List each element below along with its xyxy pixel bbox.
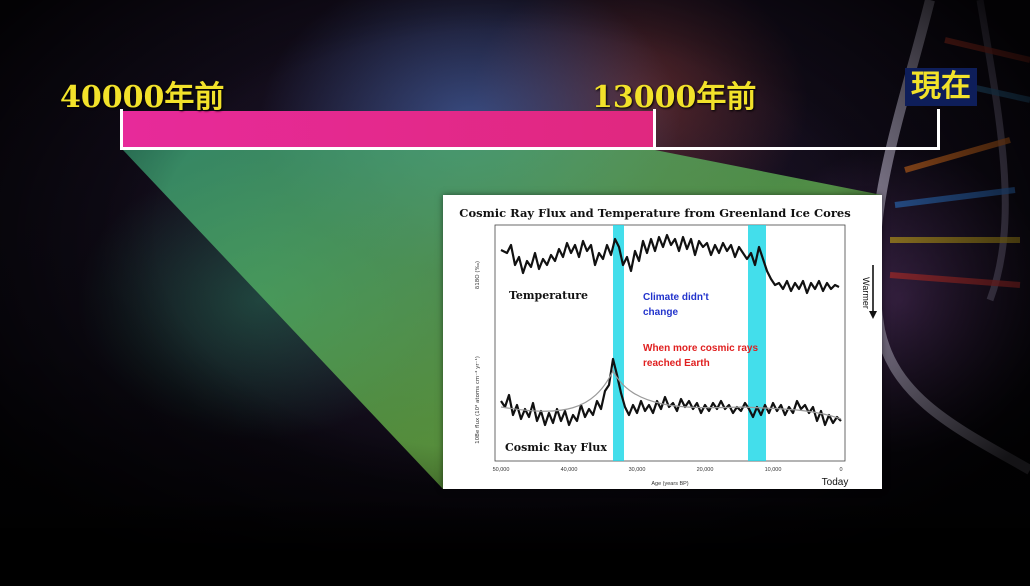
warmer-arrowhead bbox=[869, 311, 877, 319]
y-label-bottom: 10Be flux (10² atoms cm⁻² yr⁻¹) bbox=[474, 356, 481, 444]
temperature-label: Temperature bbox=[509, 289, 588, 302]
x-tick-label: 20,000 bbox=[697, 467, 714, 473]
x-tick-label: 10,000 bbox=[765, 467, 782, 473]
timeline-end-label: 現在 bbox=[905, 68, 977, 106]
annotation-red-line2: reached Earth bbox=[643, 358, 710, 369]
today-label: Today bbox=[822, 477, 849, 488]
cosmic-ray-label: Cosmic Ray Flux bbox=[505, 441, 607, 454]
warmer-label: Warmer bbox=[861, 277, 871, 309]
annotation-blue-line1: Climate didn't bbox=[643, 292, 709, 303]
annotation-red-line1: When more cosmic rays bbox=[643, 343, 758, 354]
highlight-band-2 bbox=[748, 225, 766, 461]
x-tick-label: 30,000 bbox=[629, 467, 646, 473]
x-axis-label: Age (years BP) bbox=[651, 481, 688, 487]
figure-title: Cosmic Ray Flux and Temperature from Gre… bbox=[459, 206, 850, 220]
highlight-band-1 bbox=[613, 225, 624, 461]
ice-core-figure-svg: Cosmic Ray Flux and Temperature from Gre… bbox=[459, 206, 877, 488]
x-tick-labels: 50,000 40,000 30,000 20,000 10,000 0 bbox=[493, 467, 843, 473]
timeline-mid-tick bbox=[653, 109, 656, 150]
ice-core-figure: Cosmic Ray Flux and Temperature from Gre… bbox=[443, 195, 882, 489]
x-tick-label: 50,000 bbox=[493, 467, 510, 473]
timeline-highlight-bar bbox=[123, 111, 655, 147]
plot-frame bbox=[494, 224, 846, 462]
timeline-start-label: 40000年前 bbox=[60, 80, 225, 115]
x-tick-label: 0 bbox=[839, 467, 842, 473]
cosmic-ray-smooth bbox=[500, 369, 842, 420]
temperature-trace bbox=[500, 233, 840, 295]
y-label-top: δ18O (‰) bbox=[475, 261, 481, 289]
bottom-shade bbox=[0, 496, 1030, 586]
timeline-bracket bbox=[120, 109, 940, 150]
x-tick-label: 40,000 bbox=[561, 467, 578, 473]
annotation-blue-line2: change bbox=[643, 307, 678, 318]
timeline-mid-label: 13000年前 bbox=[592, 80, 757, 115]
